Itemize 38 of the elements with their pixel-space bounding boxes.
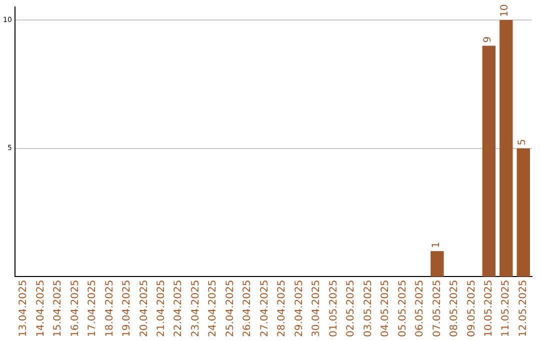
- x-tick-label: 27.04.2025: [259, 280, 270, 338]
- x-tick-label: 13.04.2025: [18, 280, 30, 338]
- x-tick-label: 14.04.2025: [35, 280, 46, 338]
- data-label: 10: [500, 4, 511, 18]
- bar: [500, 20, 513, 277]
- x-tick-label: 28.04.2025: [276, 280, 288, 338]
- bar: [516, 148, 530, 277]
- x-tick-label: 08.05.2025: [449, 280, 460, 338]
- x-tick-label: 25.04.2025: [224, 280, 236, 338]
- x-tick-label: 29.04.2025: [294, 280, 305, 338]
- bar: [482, 46, 496, 277]
- x-tick-label: 20.04.2025: [138, 280, 150, 338]
- x-tick-label: 30.04.2025: [311, 280, 322, 338]
- x-tick-label: 02.05.2025: [346, 280, 357, 338]
- x-tick-label: 19.04.2025: [122, 280, 133, 338]
- x-tick-label: 07.05.2025: [432, 280, 443, 338]
- x-tick-label: 21.04.2025: [156, 280, 168, 338]
- x-tick-label: 11.05.2025: [500, 280, 512, 338]
- x-tick-label: 17.04.2025: [87, 280, 98, 338]
- x-tick-label: 12.05.2025: [518, 280, 529, 338]
- x-tick-label: 18.04.2025: [104, 280, 116, 338]
- data-label: 9: [482, 36, 494, 43]
- x-tick-label: 26.04.2025: [242, 280, 254, 338]
- x-tick-label: 06.05.2025: [414, 280, 426, 338]
- x-tick-label: 23.04.2025: [190, 280, 202, 338]
- x-tick-label: 04.05.2025: [380, 280, 392, 338]
- x-tick-label: 03.05.2025: [362, 280, 374, 338]
- x-tick-label: 16.04.2025: [70, 280, 81, 338]
- x-tick-label: 24.04.2025: [208, 280, 219, 338]
- x-tick-label: 10.05.2025: [484, 280, 495, 338]
- bar: [430, 251, 444, 277]
- data-label: 1: [430, 242, 442, 248]
- x-tick-label: 09.05.2025: [466, 280, 478, 338]
- x-tick-label: 05.05.2025: [397, 280, 408, 338]
- x-tick-label: 22.04.2025: [173, 280, 184, 338]
- x-tick-label: 15.04.2025: [52, 280, 64, 338]
- data-label: 5: [516, 139, 528, 146]
- x-tick-label: 01.05.2025: [328, 280, 340, 338]
